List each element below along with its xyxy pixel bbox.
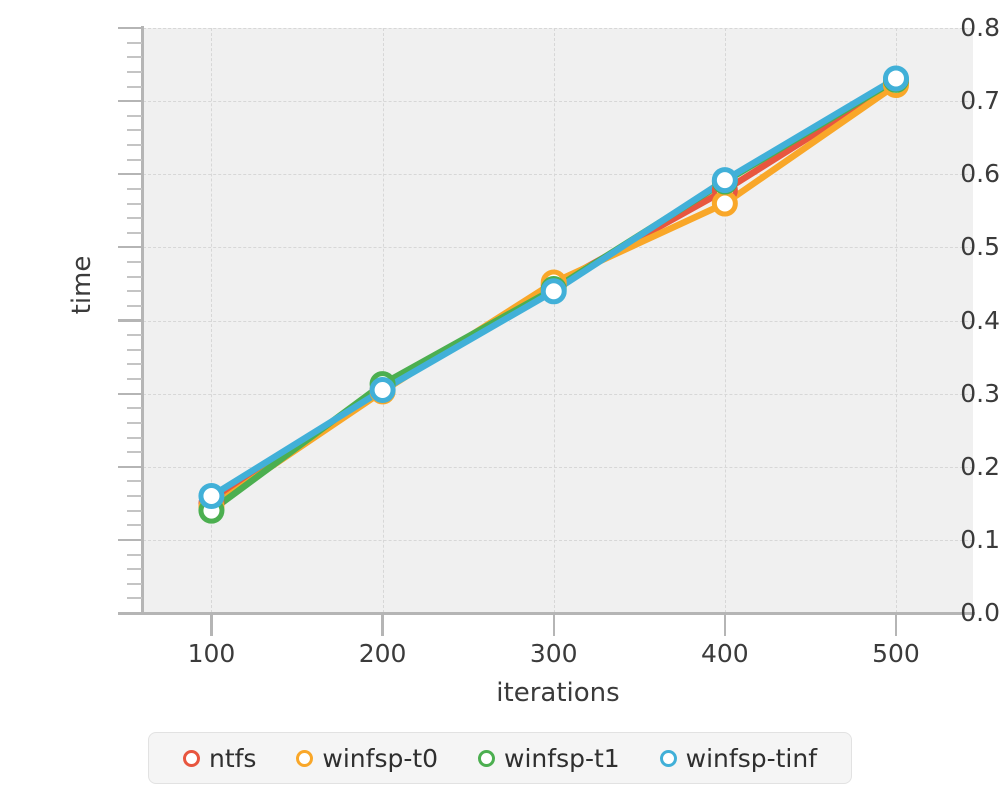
- gridline-vertical: [382, 28, 384, 613]
- y-tick-minor: [127, 436, 142, 439]
- y-tick-minor: [127, 187, 142, 190]
- y-tick-minor: [127, 85, 142, 88]
- legend-entry-winfsp-t0[interactable]: winfsp-t0: [296, 746, 438, 771]
- y-tick-label: 0.8: [960, 13, 1000, 42]
- y-tick-major: [118, 611, 142, 615]
- y-tick-minor: [127, 158, 142, 161]
- y-tick-minor: [127, 363, 142, 366]
- y-tick-major: [118, 100, 142, 103]
- y-tick-minor: [127, 524, 142, 527]
- y-tick-minor: [127, 129, 142, 132]
- legend-entry-ntfs[interactable]: ntfs: [182, 743, 257, 773]
- legend-label: ntfs: [208, 743, 257, 773]
- y-tick-minor: [127, 261, 142, 263]
- y-tick-label: 0.6: [960, 159, 1000, 189]
- y-tick-minor: [127, 378, 142, 380]
- y-tick-minor: [127, 334, 142, 337]
- y-tick-minor: [127, 348, 142, 351]
- y-tick-label: 0.4: [960, 305, 1000, 335]
- y-tick-minor: [127, 144, 142, 146]
- legend-entry-winfsp-t1[interactable]: winfsp-t1: [478, 746, 620, 771]
- x-tick-major: [210, 614, 213, 636]
- y-tick-minor: [127, 275, 142, 278]
- y-tick-minor: [127, 495, 142, 497]
- y-tick-minor: [127, 480, 142, 483]
- x-tick-major: [723, 614, 726, 636]
- y-tick-minor: [127, 582, 142, 585]
- y-tick-major: [118, 173, 142, 176]
- legend-label: winfsp-t0: [322, 743, 439, 773]
- y-tick-label: 0.5: [960, 232, 1000, 262]
- y-tick-minor: [127, 553, 142, 556]
- x-tick-major: [552, 614, 555, 636]
- gridline-horizontal: [143, 466, 973, 468]
- y-tick-major: [118, 392, 142, 395]
- y-tick-minor: [127, 509, 142, 512]
- y-tick-label: 0.3: [960, 378, 1000, 408]
- y-tick-minor: [127, 56, 142, 59]
- legend-marker-icon: [296, 749, 314, 767]
- y-tick-minor: [127, 114, 142, 117]
- x-axis-spine: [118, 612, 975, 615]
- gridline-horizontal: [143, 174, 973, 176]
- gridline-horizontal: [143, 247, 973, 249]
- y-axis-spine: [141, 26, 144, 615]
- y-tick-minor: [127, 304, 142, 307]
- y-tick-minor: [127, 231, 142, 234]
- legend-marker-icon: [182, 749, 200, 767]
- y-tick-minor: [127, 217, 142, 220]
- y-tick-label: 0.0: [960, 598, 1000, 627]
- gridline-horizontal: [143, 539, 973, 541]
- y-tick-minor: [127, 421, 142, 424]
- x-axis-label: iterations: [496, 678, 620, 708]
- y-tick-minor: [127, 451, 142, 454]
- y-tick-major: [118, 26, 142, 30]
- x-tick-label: 100: [187, 639, 236, 668]
- y-tick-label: 0.1: [960, 524, 1000, 554]
- legend-marker-icon: [478, 749, 496, 767]
- gridline-vertical: [211, 28, 213, 613]
- gridline-vertical: [724, 28, 726, 613]
- y-tick-label: 0.2: [960, 451, 1000, 481]
- legend-label: winfsp-tinf: [685, 743, 818, 773]
- x-tick-label: 400: [700, 639, 749, 668]
- gridline-horizontal: [143, 101, 973, 103]
- y-tick-major: [118, 465, 142, 468]
- gridline-vertical: [553, 28, 555, 613]
- y-tick-minor: [127, 202, 142, 205]
- y-tick-major: [118, 538, 142, 541]
- y-tick-minor: [127, 568, 142, 571]
- plot-area: [143, 28, 973, 613]
- legend-label: winfsp-t1: [504, 743, 620, 773]
- gridline-horizontal: [143, 28, 973, 29]
- legend-entry-winfsp-tinf[interactable]: winfsp-tinf: [659, 743, 818, 773]
- y-tick-minor: [127, 290, 142, 293]
- y-tick-minor: [127, 597, 142, 600]
- x-tick-major: [894, 614, 898, 636]
- legend-marker-icon: [659, 749, 677, 767]
- x-tick-major: [381, 614, 384, 636]
- y-tick-label: 0.7: [960, 86, 1000, 116]
- x-tick-label: 500: [872, 639, 920, 668]
- gridline-horizontal: [143, 320, 973, 322]
- y-axis-label: time: [67, 255, 97, 315]
- y-tick-major: [118, 246, 142, 249]
- gridline-horizontal: [143, 393, 973, 395]
- x-tick-label: 200: [358, 639, 407, 668]
- x-tick-label: 300: [529, 639, 578, 668]
- y-tick-minor: [127, 41, 142, 44]
- y-tick-major: [118, 319, 142, 322]
- chart-legend: ntfs winfsp-t0 winfsp-t1 winfsp-tinf: [148, 732, 852, 784]
- y-tick-minor: [127, 407, 142, 410]
- y-tick-minor: [127, 70, 142, 73]
